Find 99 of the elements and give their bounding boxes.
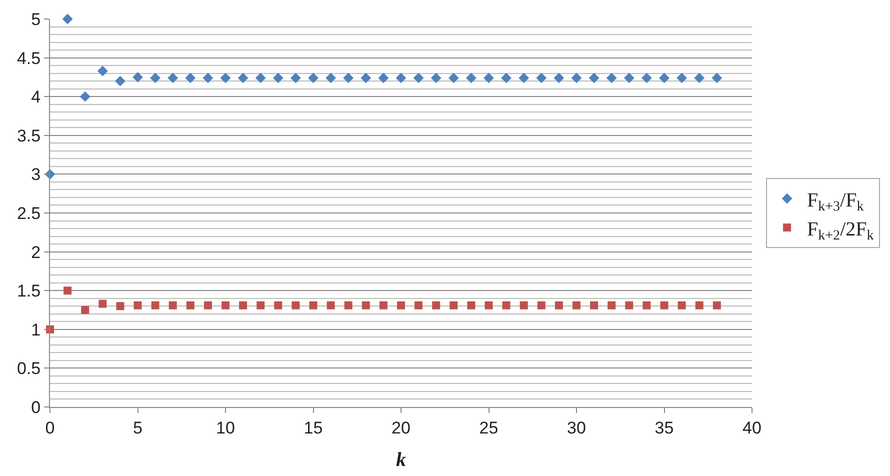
point [432, 301, 440, 310]
point [484, 72, 494, 84]
y-tick-label: 4.5 [16, 48, 41, 68]
y-tick-label: 2.5 [16, 204, 41, 223]
point [520, 301, 528, 310]
point [378, 72, 389, 84]
point [590, 301, 598, 310]
point [98, 300, 107, 308]
point [572, 301, 580, 310]
point [116, 302, 124, 310]
point [204, 301, 212, 310]
x-axis-title: k [396, 448, 406, 471]
x-tick-label: 30 [567, 418, 586, 438]
point [343, 72, 354, 84]
point [151, 301, 160, 310]
point [676, 72, 687, 84]
x-tick-label: 15 [304, 418, 323, 438]
point [396, 72, 406, 84]
y-tick-label: 1.5 [16, 282, 41, 301]
point [660, 301, 668, 310]
point [220, 72, 231, 84]
point [467, 301, 476, 310]
point [430, 72, 442, 84]
point [80, 91, 90, 102]
x-tick-label: 10 [216, 418, 235, 438]
point [362, 301, 370, 310]
point [309, 301, 318, 310]
point [326, 301, 335, 310]
point [712, 72, 722, 84]
point [695, 301, 704, 310]
point [292, 301, 300, 310]
point [202, 72, 214, 84]
point [222, 301, 230, 310]
point [397, 301, 405, 310]
point [554, 301, 563, 310]
point [466, 72, 476, 84]
point [413, 72, 424, 84]
legend-label: F$_{k+3}$/F$_{k}$ [807, 189, 864, 214]
point [537, 301, 546, 310]
point [608, 301, 616, 310]
point [642, 72, 652, 84]
y-tick-label: 0.5 [16, 359, 41, 378]
point [414, 301, 423, 310]
point [659, 72, 670, 84]
point [678, 301, 686, 310]
point [450, 301, 458, 310]
point [379, 301, 388, 310]
point [132, 72, 143, 82]
point [344, 301, 352, 310]
x-tick-label: 20 [392, 418, 410, 438]
point [484, 301, 493, 310]
point [274, 301, 282, 310]
point [255, 72, 266, 84]
point [81, 306, 90, 314]
x-tick-label: 35 [654, 418, 674, 438]
y-tick-label: 5 [31, 10, 41, 29]
x-tick-label: 5 [133, 418, 142, 438]
point [239, 301, 248, 310]
point [502, 301, 510, 310]
point [185, 72, 196, 84]
point [134, 301, 142, 310]
point [168, 72, 178, 84]
y-tick-label: 4 [31, 88, 41, 107]
point [256, 301, 265, 310]
point [272, 72, 284, 84]
point [694, 72, 705, 84]
y-tick-label: 3.5 [16, 126, 41, 146]
point [115, 76, 126, 86]
x-tick-label: 0 [45, 418, 55, 438]
legend-label: F$_{k+2}$/2F$_{k}$ [807, 218, 874, 244]
point [97, 66, 108, 76]
point [150, 72, 160, 84]
point [554, 72, 564, 84]
point [168, 301, 177, 310]
point [606, 72, 617, 84]
x-tick-label: 25 [479, 418, 498, 438]
y-tick-label: 0 [31, 398, 41, 417]
point [642, 301, 651, 310]
y-tick-label: 2 [31, 242, 41, 262]
point [326, 72, 336, 84]
y-tick-label: 3 [31, 165, 41, 184]
point [64, 286, 72, 295]
point [536, 72, 547, 84]
point [501, 72, 512, 84]
point [186, 301, 194, 310]
point [624, 72, 634, 84]
point [712, 301, 721, 310]
point [308, 72, 318, 84]
point [625, 301, 634, 310]
point [238, 72, 248, 84]
y-tick-label: 1 [31, 320, 41, 340]
point [518, 72, 530, 84]
point [588, 72, 600, 84]
point [448, 72, 459, 84]
point [571, 72, 582, 84]
x-tick-label: 40 [742, 418, 762, 438]
point [62, 14, 73, 24]
point [360, 72, 372, 84]
point [290, 72, 301, 84]
